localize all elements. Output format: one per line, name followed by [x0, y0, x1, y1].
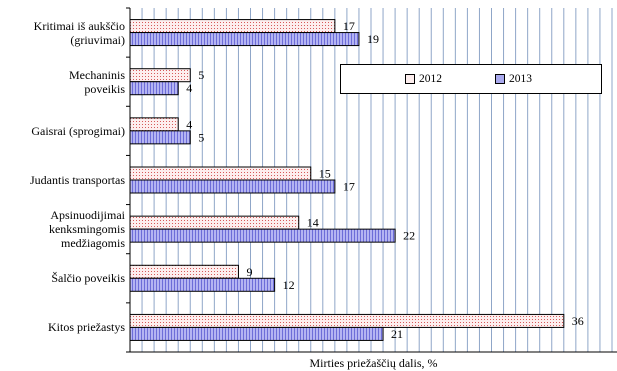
value-label-2013: 5 — [198, 130, 204, 144]
legend-item-2012: 2012 — [405, 73, 442, 85]
bar-2012 — [129, 19, 336, 34]
bar-2013 — [129, 277, 276, 292]
legend-label-2013: 2013 — [509, 73, 532, 85]
value-label-2013: 17 — [343, 180, 355, 194]
legend-swatch-2012 — [405, 74, 415, 84]
category-label: Kitos priežastys — [48, 320, 125, 335]
bar-2013 — [129, 81, 179, 96]
bar-2013 — [129, 326, 384, 341]
category-label: Gaisrai (sprogimai) — [31, 123, 125, 138]
value-label-2013: 12 — [283, 278, 295, 292]
legend: 2012 2013 — [340, 64, 602, 94]
value-label-2012: 5 — [198, 68, 204, 82]
value-label-2013: 4 — [186, 81, 192, 95]
legend-item-2013: 2013 — [495, 73, 532, 85]
category-label: Šalčio poveikis — [51, 271, 125, 286]
value-label-2013: 19 — [367, 32, 379, 46]
x-axis-label: Mirties priežaščių dalis, % — [309, 356, 438, 370]
bar-2013 — [129, 130, 191, 145]
value-label-2012: 17 — [343, 19, 355, 33]
bar-2012 — [129, 215, 300, 230]
category-label: Apsinuodijimai kenksmingomis medžiagomis — [48, 208, 125, 251]
category-label: Mechaninis poveikis — [69, 67, 125, 96]
bar-2013 — [129, 179, 336, 194]
value-label-2012: 9 — [246, 265, 252, 279]
bar-2012 — [129, 68, 191, 83]
value-label-2012: 36 — [572, 314, 584, 328]
bar-2012 — [129, 166, 312, 181]
value-label-2012: 4 — [186, 117, 192, 131]
bar-2013 — [129, 228, 396, 243]
bar-2012 — [129, 313, 565, 328]
value-label-2012: 14 — [307, 216, 319, 230]
value-label-2013: 21 — [391, 327, 403, 341]
category-label: Judantis transportas — [30, 173, 125, 187]
legend-label-2012: 2012 — [419, 73, 442, 85]
bar-2013 — [129, 32, 360, 47]
bar-2012 — [129, 264, 239, 279]
bars — [129, 19, 565, 341]
category-label: Kritimai iš aukščio (griuvimai) — [33, 18, 125, 47]
value-label-2013: 22 — [403, 229, 415, 243]
bar-2012 — [129, 117, 179, 132]
legend-swatch-2013 — [495, 74, 505, 84]
value-label-2012: 15 — [319, 167, 331, 181]
